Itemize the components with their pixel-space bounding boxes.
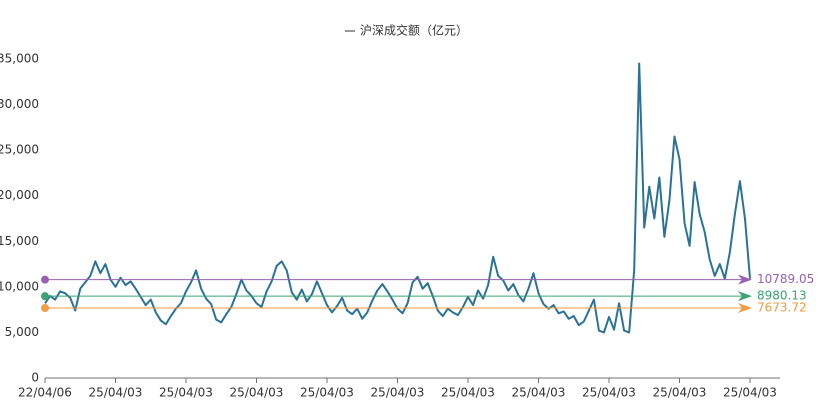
mark-line-arrow (738, 274, 752, 285)
x-tick-label: 25/04/03 (653, 386, 707, 400)
x-tick-label: 25/04/03 (371, 386, 425, 400)
mark-line-start (41, 275, 49, 284)
x-tick-label: 25/04/03 (230, 386, 284, 400)
mark-line-arrow (738, 291, 752, 302)
x-tick-label: 25/04/03 (159, 386, 213, 400)
y-tick-label: 15,000 (0, 234, 39, 248)
y-tick-label: 30,000 (0, 97, 39, 111)
mark-line-start (41, 292, 49, 301)
x-tick-label: 25/04/03 (300, 386, 354, 400)
x-tick-label: 25/04/03 (723, 386, 777, 400)
mark-line-label: 8980.13 (757, 289, 807, 303)
mark-line-arrow (738, 303, 752, 314)
series-line (44, 62, 751, 334)
x-tick-label: 22/04/06 (18, 386, 72, 400)
y-tick-label: 0 (31, 371, 39, 385)
y-tick-label: 10,000 (0, 279, 39, 293)
y-tick-label: 35,000 (0, 52, 39, 66)
mark-line-label: 7673.72 (757, 301, 807, 315)
y-tick-label: 20,000 (0, 188, 39, 202)
x-tick-label: 25/04/03 (89, 386, 143, 400)
legend-label: 沪深成交额（亿元） (360, 23, 468, 38)
y-tick-label: 25,000 (0, 143, 39, 157)
x-tick-label: 25/04/03 (582, 386, 636, 400)
mark-line-label: 10789.05 (757, 272, 814, 286)
x-tick-label: 25/04/03 (441, 386, 495, 400)
mark-line-start (41, 304, 49, 313)
y-tick-label: 5,000 (5, 325, 39, 339)
x-tick-label: 25/04/03 (512, 386, 566, 400)
